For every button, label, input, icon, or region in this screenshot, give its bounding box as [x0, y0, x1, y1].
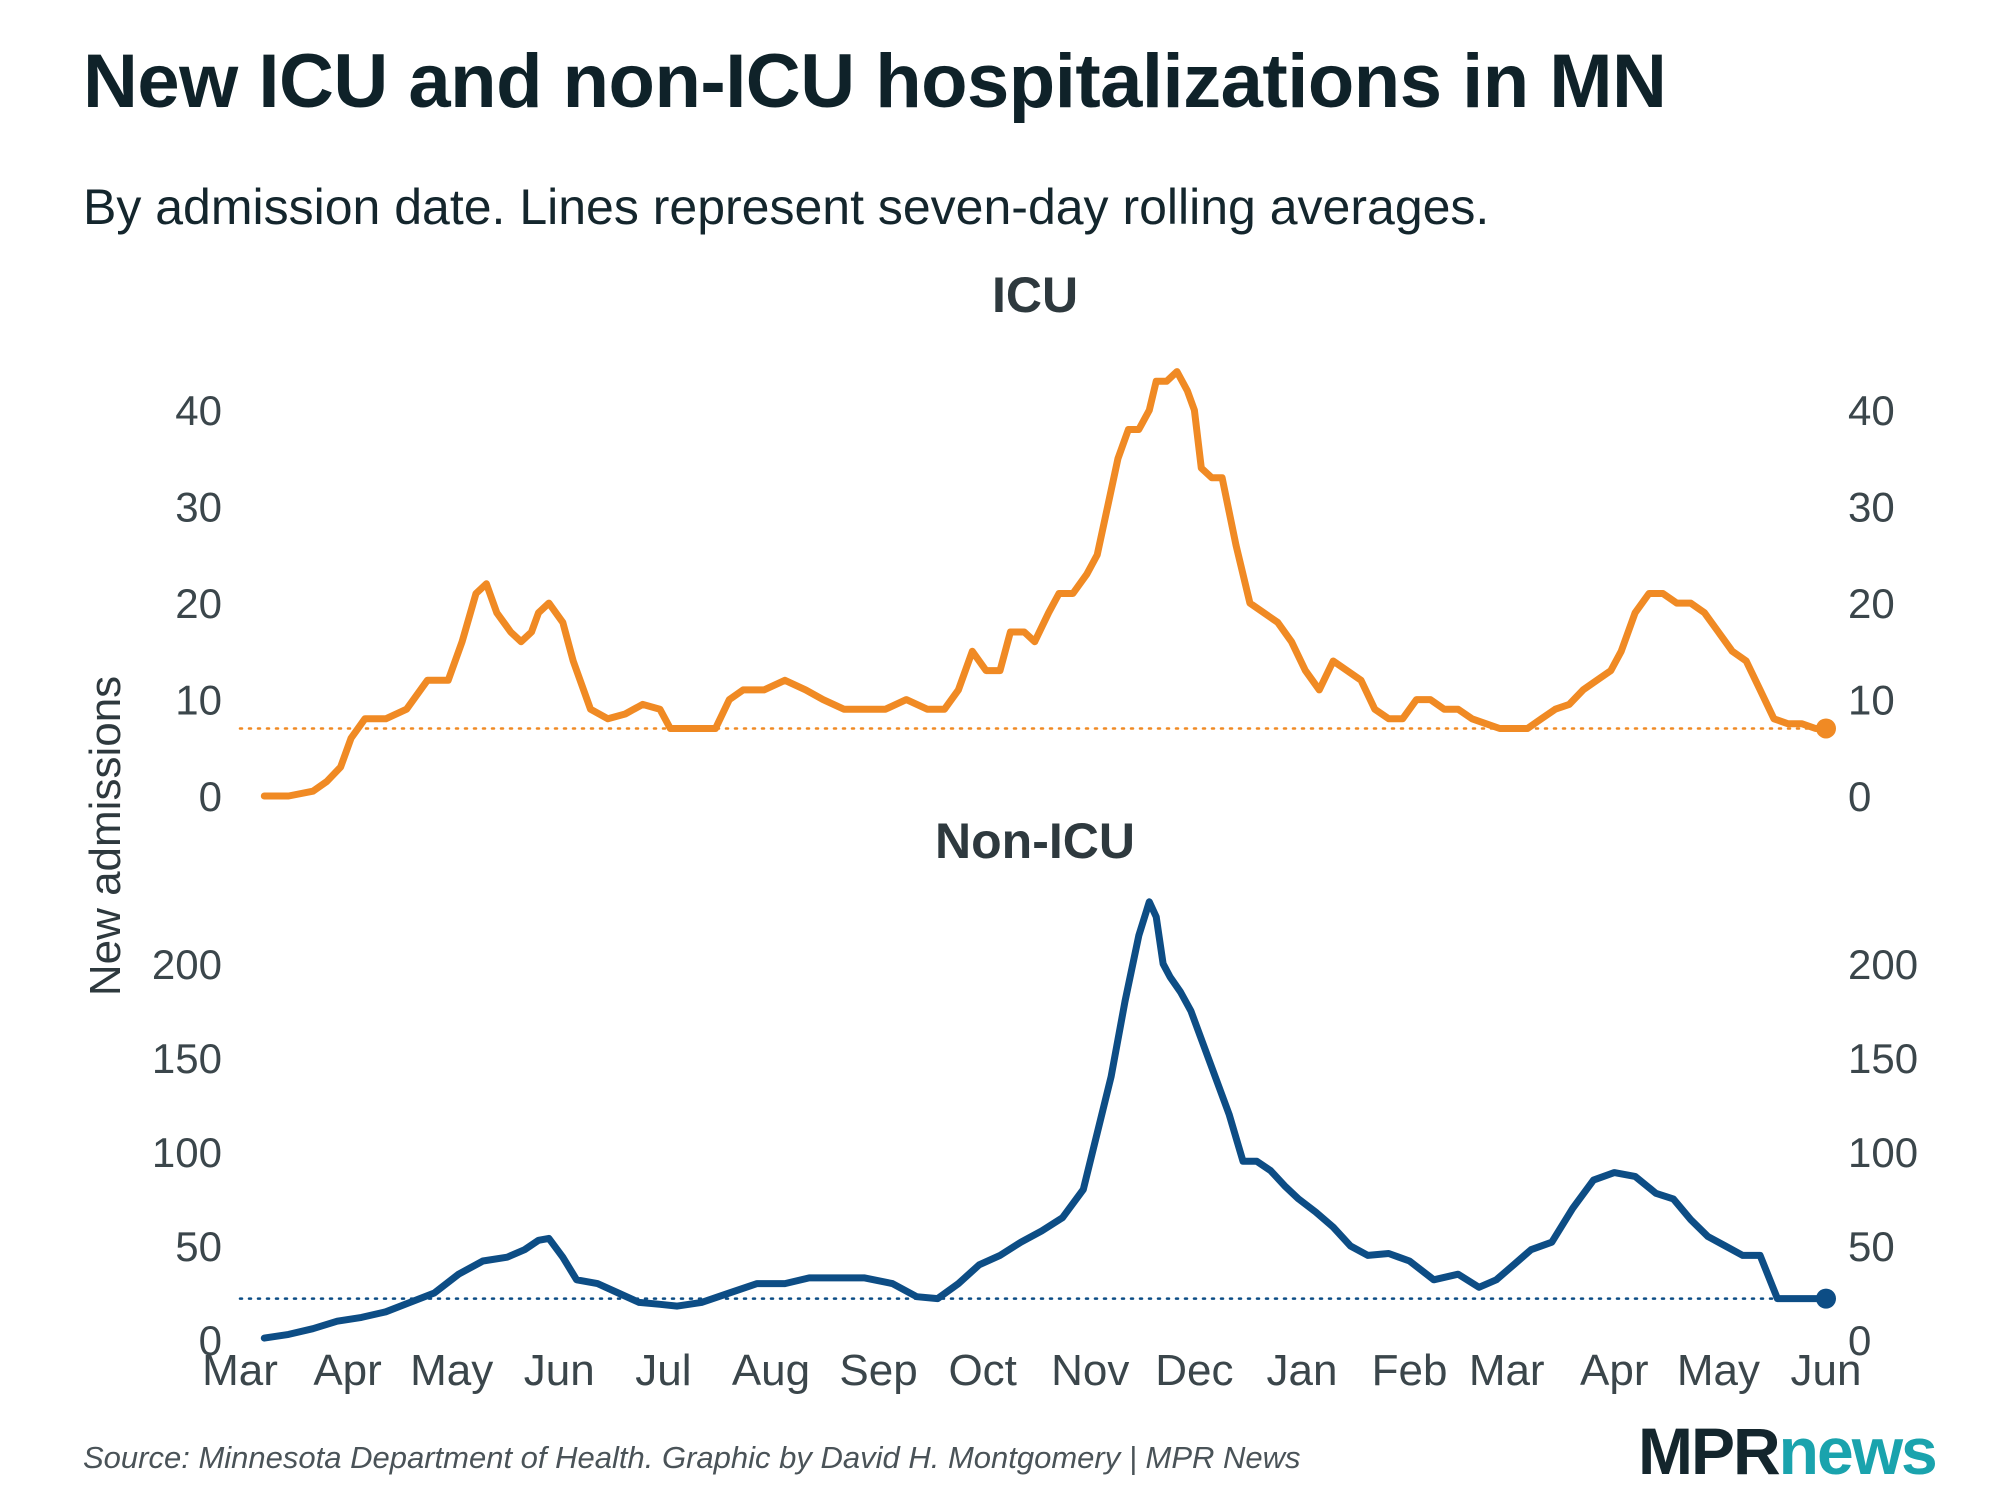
logo-part-news: news	[1778, 1414, 1938, 1488]
nonicu-y-tick-right-1: 50	[1848, 1223, 1895, 1270]
x-tick-label-4: Jul	[635, 1346, 691, 1395]
icu-y-tick-left-4: 40	[175, 387, 222, 434]
nonicu-y-tick-right-2: 100	[1848, 1129, 1918, 1176]
x-tick-label-11: Feb	[1372, 1346, 1448, 1395]
icu-y-tick-left-1: 10	[175, 677, 222, 724]
nonicu-y-tick-left-3: 150	[152, 1035, 222, 1082]
icu-y-tick-right-2: 20	[1848, 580, 1895, 627]
nonicu-y-tick-left-0: 0	[199, 1317, 222, 1364]
icu-y-tick-left-0: 0	[199, 773, 222, 820]
icu-y-tick-right-4: 40	[1848, 387, 1895, 434]
chart-title: New ICU and non-ICU hospitalizations in …	[83, 39, 1667, 124]
x-tick-label-6: Sep	[839, 1346, 917, 1395]
x-tick-label-15: Jun	[1791, 1346, 1862, 1395]
mpr-news-logo: MPRnews	[1638, 1418, 1938, 1484]
x-tick-label-12: Mar	[1469, 1346, 1545, 1395]
nonicu-panel-title: Non-ICU	[935, 813, 1135, 869]
icu-y-tick-right-1: 10	[1848, 677, 1895, 724]
icu-y-tick-left-2: 20	[175, 580, 222, 627]
logo-part-mpr: MPR	[1638, 1414, 1781, 1488]
x-tick-label-7: Oct	[948, 1346, 1016, 1395]
source-note: Source: Minnesota Department of Health. …	[83, 1440, 1301, 1475]
nonicu-end-point	[1816, 1288, 1836, 1309]
x-tick-label-8: Nov	[1051, 1346, 1129, 1395]
nonicu-y-tick-left-1: 50	[175, 1223, 222, 1270]
x-tick-label-14: May	[1677, 1346, 1760, 1395]
nonicu-y-tick-right-4: 200	[1848, 941, 1918, 988]
icu-panel-title: ICU	[992, 267, 1078, 323]
x-tick-label-1: Apr	[313, 1346, 381, 1395]
y-axis-label: New admissions	[81, 676, 130, 996]
x-tick-label-5: Aug	[732, 1346, 810, 1395]
icu-series-line	[260, 368, 1830, 800]
x-axis: Mar Apr May Jun Jul Aug Sep Oct Nov Dec Jan Feb Mar A…	[202, 1346, 1861, 1395]
icu-y-tick-left-3: 30	[175, 484, 222, 531]
x-tick-label-10: Jan	[1266, 1346, 1337, 1395]
nonicu-y-tick-left-4: 200	[152, 941, 222, 988]
nonicu-y-tick-right-0: 0	[1848, 1317, 1871, 1364]
x-tick-label-0: Mar	[202, 1346, 278, 1395]
nonicu-y-tick-right-3: 150	[1848, 1035, 1918, 1082]
x-tick-label-3: Jun	[524, 1346, 595, 1395]
chart-subtitle: By admission date. Lines represent seven…	[83, 179, 1490, 235]
nonicu-y-tick-left-2: 100	[152, 1129, 222, 1176]
x-tick-label-13: Apr	[1580, 1346, 1648, 1395]
nonicu-panel: 0 0 50 50 100 100 150 150 200 200	[152, 898, 1918, 1364]
nonicu-series-line	[260, 898, 1830, 1342]
x-tick-label-9: Dec	[1155, 1346, 1233, 1395]
x-tick-label-2: May	[410, 1346, 493, 1395]
icu-end-point	[1816, 718, 1836, 739]
icu-panel: 0 0 10 10 20 20 30 30 40 40	[175, 368, 1895, 820]
icu-y-tick-right-3: 30	[1848, 484, 1895, 531]
icu-y-tick-right-0: 0	[1848, 773, 1871, 820]
